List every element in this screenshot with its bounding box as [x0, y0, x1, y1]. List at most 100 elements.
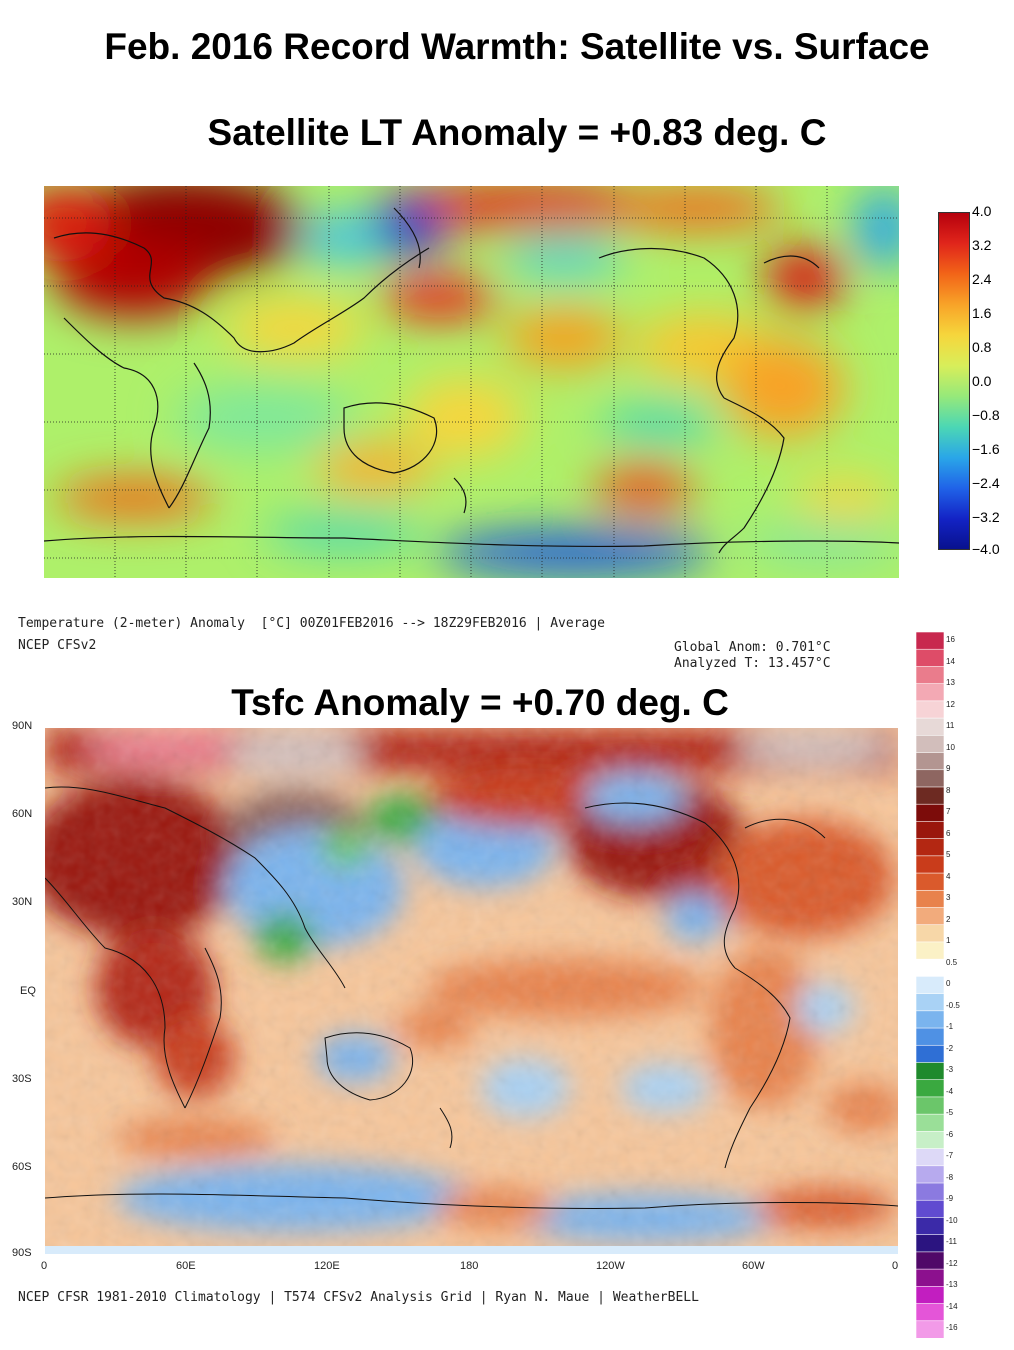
- sfc-colorbar-block: [916, 993, 944, 1012]
- sfc-colorbar-block: [916, 889, 944, 909]
- surface-header-line1: Temperature (2-meter) Anomaly [°C] 00Z01…: [18, 616, 605, 631]
- surface-coastlines: [45, 786, 898, 1210]
- main-title: Feb. 2016 Record Warmth: Satellite vs. S…: [104, 26, 930, 67]
- lat-label: 30N: [12, 896, 33, 908]
- sfc-colorbar-label: 16: [946, 635, 955, 644]
- sfc-colorbar-block: [916, 1010, 944, 1029]
- sfc-colorbar-label: -3: [946, 1065, 954, 1074]
- sfc-colorbar-block: [916, 769, 944, 788]
- lat-label: EQ: [20, 985, 36, 997]
- sfc-colorbar-label: -13: [946, 1280, 958, 1289]
- sat-colorbar-label: −2.4: [972, 475, 1000, 491]
- lon-label: 60E: [176, 1260, 196, 1272]
- sat-colorbar-label: 0.0: [972, 373, 992, 389]
- sfc-colorbar-label: -0.5: [946, 1000, 960, 1010]
- lon-label: 120E: [314, 1260, 340, 1272]
- sfc-colorbar-block: [916, 700, 944, 719]
- sfc-colorbar-label: -8: [946, 1172, 954, 1182]
- sfc-colorbar-label: 3: [946, 893, 951, 902]
- sfc-colorbar-block: [916, 752, 944, 771]
- sat-colorbar-label: 2.4: [972, 271, 992, 287]
- sfc-colorbar-block: [916, 1062, 944, 1081]
- sfc-colorbar-label: 4: [946, 871, 951, 881]
- sfc-colorbar-block: [916, 976, 944, 995]
- lat-label: 60S: [12, 1161, 32, 1173]
- lat-label: 90N: [12, 720, 33, 732]
- sfc-colorbar-label: 0.5: [946, 957, 958, 967]
- sfc-colorbar-block: [916, 648, 944, 668]
- sfc-colorbar-block: [916, 924, 944, 943]
- sfc-colorbar-label: -12: [946, 1258, 958, 1268]
- sfc-colorbar-block: [916, 1182, 944, 1202]
- sfc-colorbar-block: [916, 666, 944, 685]
- sfc-colorbar-label: 10: [946, 742, 955, 752]
- sfc-colorbar-label: 13: [946, 678, 955, 687]
- sfc-colorbar-label: 12: [946, 699, 955, 709]
- sat-colorbar-label: −0.8: [972, 407, 1000, 423]
- surface-title: Tsfc Anomaly = +0.70 deg. C: [231, 682, 729, 723]
- lon-label: 0: [41, 1260, 48, 1272]
- sfc-colorbar-block: [916, 907, 944, 926]
- sfc-colorbar-label: 6: [946, 828, 951, 838]
- analyzed-t: Analyzed T: 13.457°C: [674, 656, 831, 671]
- sat-colorbar-label: −3.2: [972, 509, 1000, 525]
- sfc-colorbar-block: [916, 1044, 944, 1064]
- sfc-colorbar-block: [916, 821, 944, 840]
- satellite-map: [44, 168, 899, 595]
- sfc-colorbar-block: [916, 855, 944, 874]
- sfc-colorbar-label: 9: [946, 764, 951, 773]
- surface-map: [45, 728, 898, 1254]
- sfc-colorbar-label: -4: [946, 1086, 954, 1096]
- sat-colorbar-label: 0.8: [972, 339, 992, 355]
- sfc-colorbar-block: [916, 803, 944, 823]
- sfc-colorbar-block: [916, 1286, 944, 1305]
- lon-label: 60W: [742, 1260, 765, 1272]
- sat-colorbar-label: −4.0: [972, 541, 1000, 557]
- sfc-colorbar-label: -5: [946, 1108, 954, 1117]
- satellite-coastlines: [44, 207, 899, 554]
- sfc-colorbar-block: [916, 941, 944, 960]
- sfc-colorbar-label: -9: [946, 1194, 954, 1203]
- sfc-colorbar-label: -2: [946, 1043, 954, 1053]
- sfc-colorbar-label: -7: [946, 1151, 954, 1160]
- lat-label: 60N: [12, 808, 33, 820]
- satellite-graticule: [44, 186, 899, 578]
- lon-label: 180: [460, 1260, 479, 1272]
- sfc-colorbar-block: [916, 838, 944, 857]
- sfc-colorbar-block: [916, 1148, 944, 1167]
- global-anom: Global Anom: 0.701°C: [674, 640, 831, 655]
- sat-colorbar-gradient: [938, 212, 970, 550]
- sat-colorbar-label: 4.0: [972, 203, 992, 219]
- lon-label: 120W: [596, 1260, 625, 1272]
- sfc-colorbar-block: [916, 1027, 944, 1047]
- sfc-colorbar-label: 11: [946, 721, 955, 730]
- surface-header-line2: NCEP CFSv2: [18, 638, 97, 653]
- sfc-colorbar-label: -16: [946, 1323, 958, 1332]
- sfc-colorbar-block: [916, 1268, 944, 1288]
- sfc-colorbar-block: [916, 683, 944, 702]
- sfc-colorbar-label: -1: [946, 1022, 954, 1031]
- lat-label: 30S: [12, 1073, 32, 1085]
- sfc-colorbar-label: 0: [946, 979, 951, 988]
- sfc-colorbar-block: [916, 1096, 944, 1115]
- satellite-anomaly-field: [44, 168, 899, 595]
- surface-footer: NCEP CFSR 1981-2010 Climatology | T574 C…: [18, 1290, 699, 1305]
- sfc-colorbar-label: 1: [946, 936, 951, 945]
- sfc-colorbar-label: -14: [946, 1301, 958, 1311]
- sfc-colorbar-block: [916, 786, 944, 805]
- sfc-colorbar-block: [916, 1131, 944, 1150]
- sfc-colorbar-block: [916, 1320, 944, 1338]
- sfc-colorbar-block: [916, 1303, 944, 1322]
- surface-colorbar: [916, 632, 944, 1338]
- satellite-colorbar: [938, 212, 970, 550]
- sfc-colorbar-block: [916, 1217, 944, 1236]
- lat-label: 90S: [12, 1247, 32, 1259]
- sat-colorbar-label: 1.6: [972, 305, 992, 321]
- sfc-colorbar-label: 14: [946, 656, 955, 666]
- satellite-title: Satellite LT Anomaly = +0.83 deg. C: [207, 112, 827, 153]
- sfc-colorbar-block: [916, 1165, 944, 1184]
- sfc-colorbar-block: [916, 1079, 944, 1098]
- sfc-colorbar-label: 8: [946, 785, 951, 795]
- sfc-colorbar-label: -6: [946, 1129, 954, 1139]
- sfc-colorbar-label: 7: [946, 807, 951, 816]
